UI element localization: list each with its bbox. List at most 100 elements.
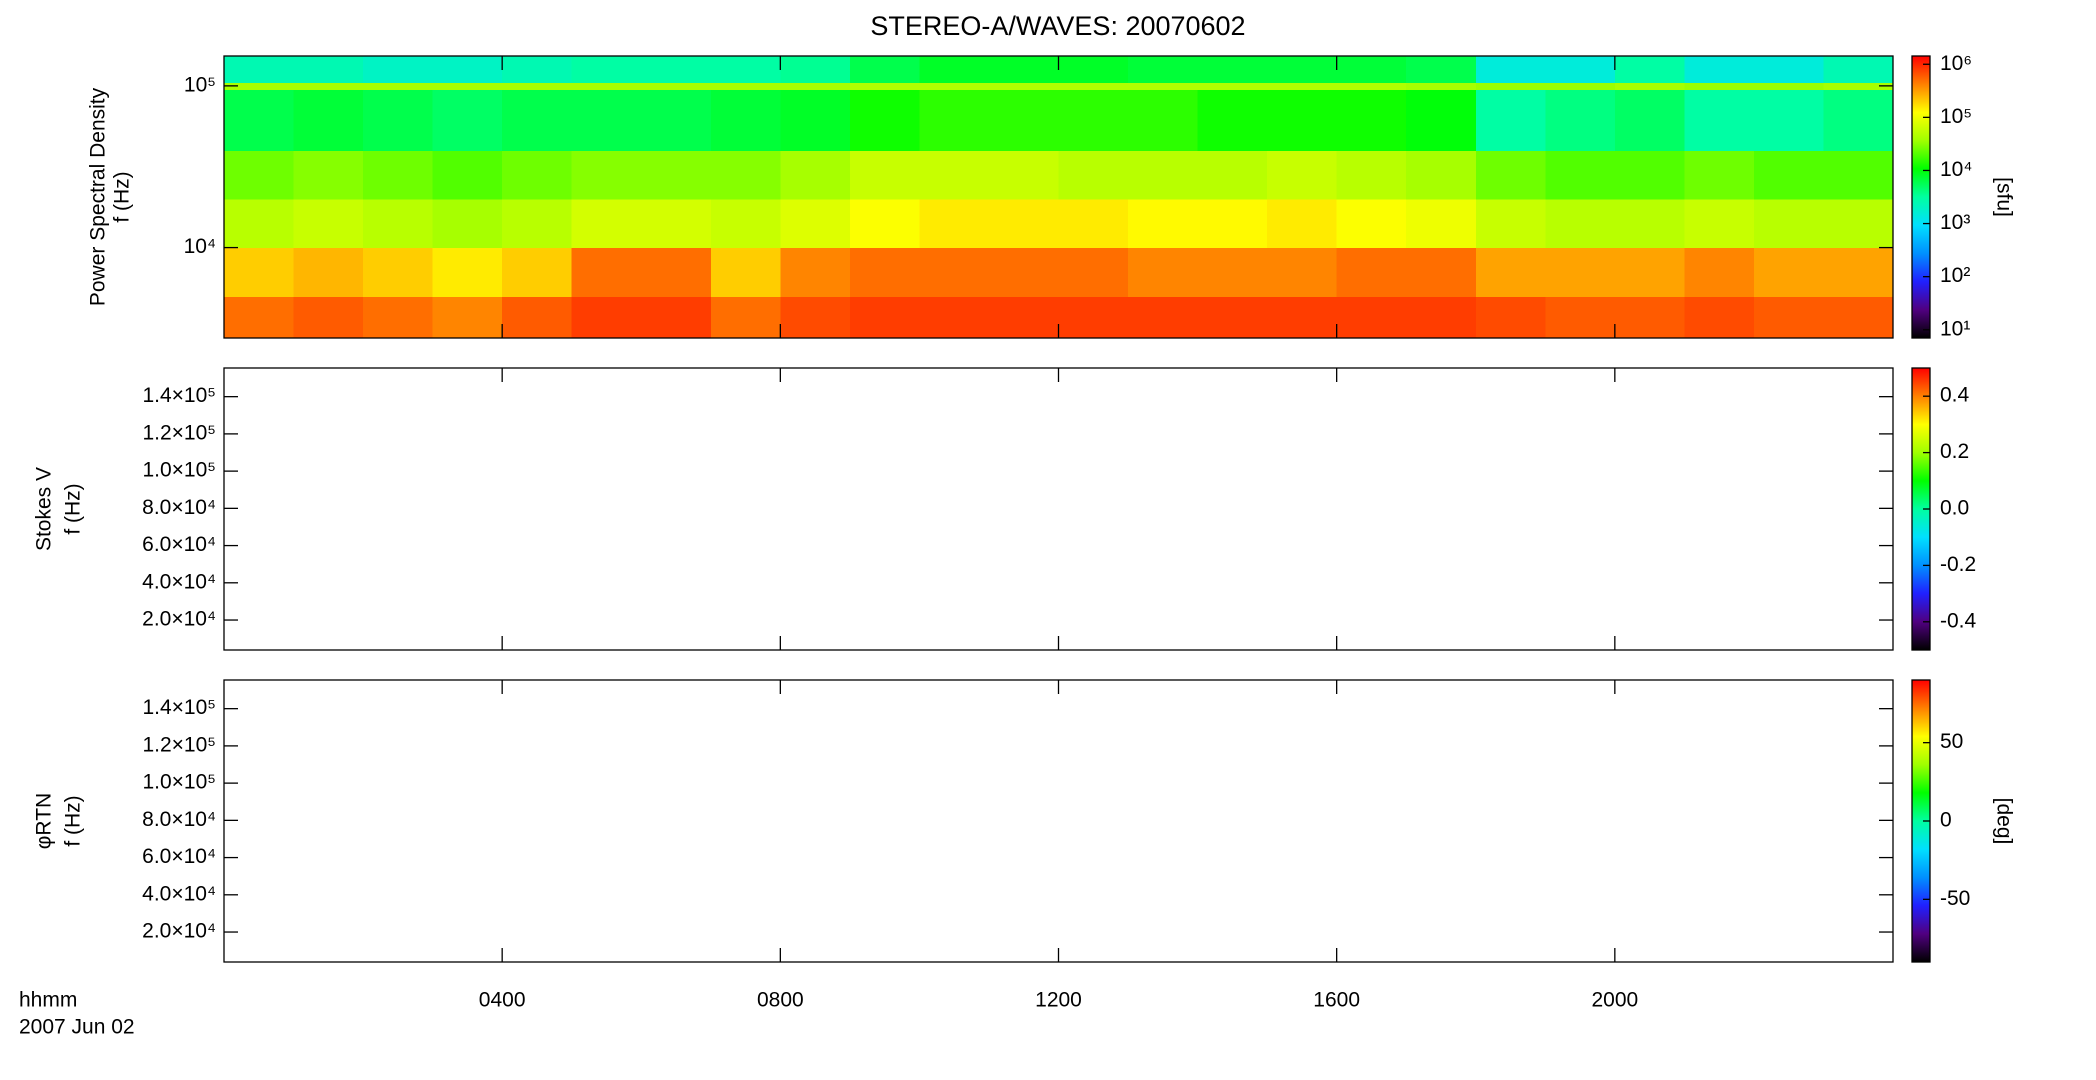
spectrogram-cell: [710, 82, 781, 91]
spectrogram-cell: [1475, 296, 1546, 339]
spectrogram-cell: [432, 247, 503, 297]
spectrogram-cell: [363, 150, 434, 200]
spectrogram-cell: [780, 296, 851, 339]
y-axis-label: f (Hz): [111, 171, 134, 222]
spectrogram-cell: [849, 198, 921, 249]
spectrogram-cell: [502, 56, 573, 84]
spectrogram-cell: [919, 150, 990, 200]
spectrogram-cell: [919, 247, 990, 297]
chart-title: STEREO-A/WAVES: 20070602: [870, 11, 1245, 41]
spectrogram-cell: [1684, 89, 1755, 151]
spectrogram-cell: [988, 296, 1060, 339]
spectrogram-cell: [1753, 150, 1825, 200]
spectrogram-cell: [502, 89, 573, 151]
spectrogram-cell: [293, 296, 364, 339]
spectrogram-cell: [1267, 247, 1338, 297]
spectrogram-cell: [1475, 150, 1546, 200]
spectrogram-cell: [571, 247, 642, 297]
spectrogram-cell: [1753, 198, 1825, 249]
spectrogram-cell: [710, 247, 781, 297]
spectrogram-cell: [988, 82, 1060, 91]
spectrogram-cell: [780, 247, 851, 297]
spectrogram-cell: [1614, 82, 1685, 91]
spectrogram-cell: [1128, 89, 1199, 151]
spectrogram-cell: [1823, 82, 1894, 91]
spectrogram-cell: [1475, 56, 1546, 84]
spectrogram-cell: [1128, 82, 1199, 91]
colorbar-frame: [1911, 55, 1931, 339]
y-axis-label: φRTN: [33, 793, 56, 849]
spectrogram-cell: [1197, 82, 1268, 91]
spectrogram-cell: [363, 89, 434, 151]
spectrogram-cell: [224, 89, 295, 151]
spectrogram-cell: [293, 247, 364, 297]
colorbar-tick-label: -50: [1940, 887, 1970, 910]
spectrogram-cell: [224, 82, 295, 91]
spectrogram-cell: [780, 198, 851, 249]
spectrogram-cell: [1128, 296, 1199, 339]
colorbar-tick-label: 10¹: [1940, 317, 1970, 340]
spectrogram-cell: [1614, 247, 1685, 297]
spectrogram-cell: [1545, 82, 1616, 91]
spectrogram-cell: [641, 150, 712, 200]
spectrogram-cell: [1197, 247, 1268, 297]
spectrogram-cell: [1406, 247, 1477, 297]
spectrogram-cell: [1336, 247, 1407, 297]
spectrogram-cell: [432, 89, 503, 151]
spectrogram-cell: [988, 198, 1060, 249]
spectrogram-cell: [641, 198, 712, 249]
y-tick-label: 1.0×10⁵: [142, 459, 216, 482]
spectrogram-cell: [919, 89, 990, 151]
spectrogram-cell: [919, 198, 990, 249]
spectrogram-cell: [1058, 247, 1129, 297]
colorbar-tick-label: 10⁴: [1940, 158, 1972, 181]
y-tick-label: 1.0×10⁵: [142, 771, 216, 794]
colorbar-tick-label: 0.2: [1940, 440, 1969, 463]
spectrogram-cell: [1545, 56, 1616, 84]
spectrogram-cell: [1058, 150, 1129, 200]
spectrogram-cell: [571, 82, 642, 91]
colorbar: [1912, 368, 1930, 650]
spectrogram-cell: [1336, 198, 1407, 249]
spectrogram-cell: [1267, 89, 1338, 151]
colorbar-tick-label: 10⁶: [1940, 52, 1972, 75]
spectrogram-cell: [988, 150, 1060, 200]
spectrogram-cell: [1058, 89, 1129, 151]
spectrogram-cell: [432, 296, 503, 339]
spectrogram-cell: [1128, 198, 1199, 249]
date-label: 2007 Jun 02: [19, 1016, 135, 1039]
spectrogram-cell: [1684, 247, 1755, 297]
spectrogram-cell: [1684, 198, 1755, 249]
spectrogram-cell: [1614, 198, 1685, 249]
spectrogram-cell: [710, 56, 781, 84]
spectrogram-cell: [1058, 198, 1129, 249]
colorbar-tick-label: 50: [1940, 730, 1963, 753]
colorbar-tick-label: 0: [1940, 809, 1952, 832]
spectrogram-cell: [432, 150, 503, 200]
spectrogram-cell: [1545, 247, 1616, 297]
spectrogram-cell: [641, 247, 712, 297]
spectrogram-cell: [710, 198, 781, 249]
spectrogram-cell: [1614, 56, 1685, 84]
colorbar-tick-label: -0.2: [1940, 553, 1976, 576]
y-tick-label: 8.0×10⁴: [142, 496, 216, 519]
y-tick-label: 10⁴: [184, 235, 216, 258]
spectrogram-cell: [641, 296, 712, 339]
spectrogram-cell: [1823, 89, 1894, 151]
spectrogram-cell: [710, 296, 781, 339]
y-tick-label: 4.0×10⁴: [142, 570, 216, 593]
spectrogram-cell: [432, 56, 503, 84]
spectrogram-cell: [1406, 56, 1477, 84]
spectrogram-cell: [641, 56, 712, 84]
colorbar-tick-label: -0.4: [1940, 609, 1977, 632]
spectrogram-cell: [1058, 296, 1129, 339]
spectrogram-cell: [1684, 150, 1755, 200]
spectrogram-cell: [919, 56, 990, 84]
colorbar-tick-label: 10²: [1940, 264, 1970, 287]
spectrogram-cell: [571, 56, 642, 84]
spectrogram-cell: [571, 296, 642, 339]
colorbar: [1912, 56, 1930, 338]
spectrogram-cell: [988, 89, 1060, 151]
spectrogram-cell: [1545, 198, 1616, 249]
